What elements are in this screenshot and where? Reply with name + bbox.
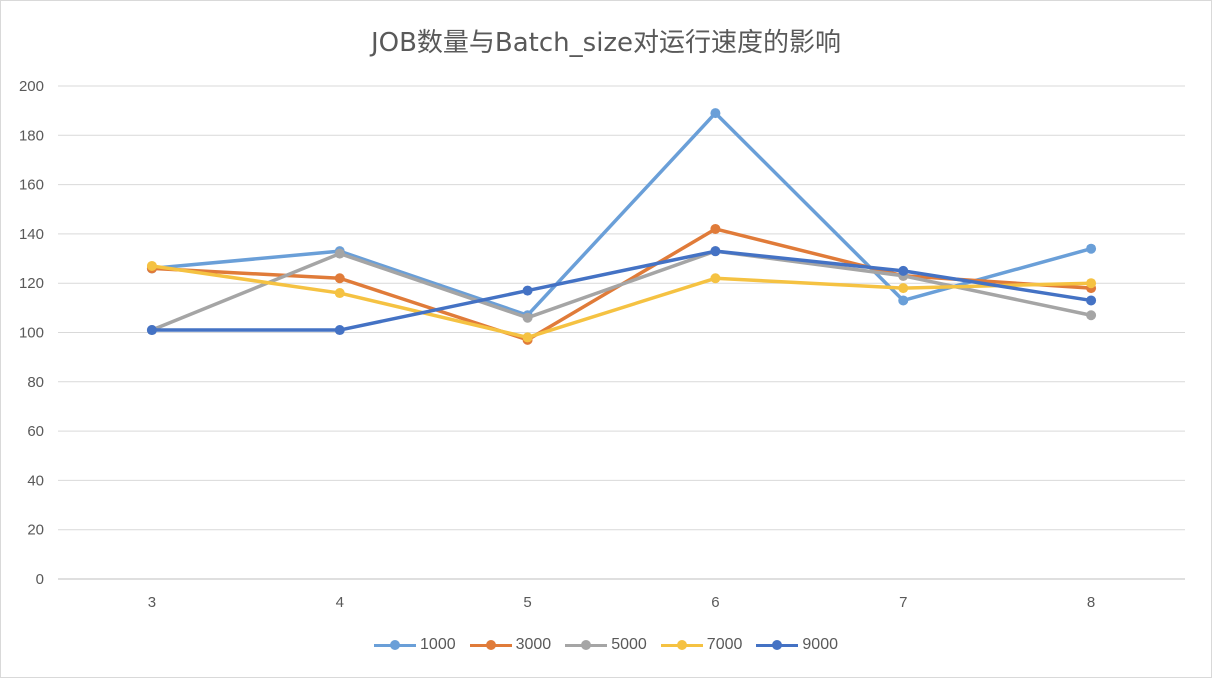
y-tick-label: 100 [19,325,44,342]
legend-swatch [469,638,512,652]
data-point [710,273,721,284]
series-line [150,249,1093,332]
data-point [334,273,345,284]
y-tick-label: 80 [27,374,44,391]
legend-item: 5000 [565,636,647,654]
data-point [1086,278,1097,289]
series-5000 [146,246,1097,336]
x-tick-label: 8 [1087,594,1095,611]
legend-label: 3000 [515,636,552,653]
data-point [146,260,157,271]
data-point [710,246,721,257]
y-tick-label: 160 [19,177,44,194]
x-tick-label: 7 [899,594,907,611]
legend-label: 9000 [802,636,838,653]
y-tick-label: 120 [19,275,44,292]
legend-item: 1000 [374,636,456,654]
series-line [150,111,1093,317]
x-axis-ticks: 3 4 5 6 7 8 [148,594,1096,611]
legend-swatch [660,638,703,652]
legend-swatch [565,638,608,652]
data-point [710,108,721,119]
legend-item: 7000 [660,636,743,654]
legend: 1000 3000 5000 7000 9000 [0,636,1212,654]
data-point [1086,243,1097,254]
legend-label: 5000 [611,636,647,653]
data-point [710,223,721,234]
x-tick-label: 5 [523,594,531,611]
series-9000 [146,246,1097,336]
y-tick-label: 140 [19,226,44,243]
series-group [146,108,1097,345]
chart-title: JOB数量与Batch_size对运行速度的影响 [370,28,842,58]
data-point [898,265,909,276]
series-7000 [146,260,1097,343]
y-tick-label: 180 [19,127,44,144]
data-point [1086,295,1097,306]
y-axis-ticks: 0 20 40 60 80 100 120 140 160 180 200 [19,78,44,588]
y-tick-label: 0 [36,571,44,588]
y-tick-label: 60 [27,423,44,440]
y-tick-label: 40 [27,472,44,489]
data-point [522,312,533,323]
data-point [522,332,533,343]
legend-item: 9000 [756,636,838,654]
legend-label: 1000 [420,636,456,653]
x-tick-label: 6 [711,594,719,611]
data-point [898,295,909,306]
legend-swatch [374,638,417,652]
y-tick-label: 20 [27,522,44,539]
gridlines [58,85,1185,580]
data-point [522,285,533,296]
legend-swatch [756,638,799,652]
x-tick-label: 4 [336,594,344,611]
series-line [150,264,1093,340]
x-tick-label: 3 [148,594,156,611]
data-point [146,325,157,336]
data-point [1086,310,1097,321]
data-point [334,288,345,299]
legend-label: 7000 [706,636,743,653]
data-point [334,248,345,259]
series-line [150,249,1093,332]
legend-item: 3000 [469,636,552,654]
y-tick-label: 200 [19,78,44,95]
data-point [334,325,345,336]
data-point [898,283,909,294]
